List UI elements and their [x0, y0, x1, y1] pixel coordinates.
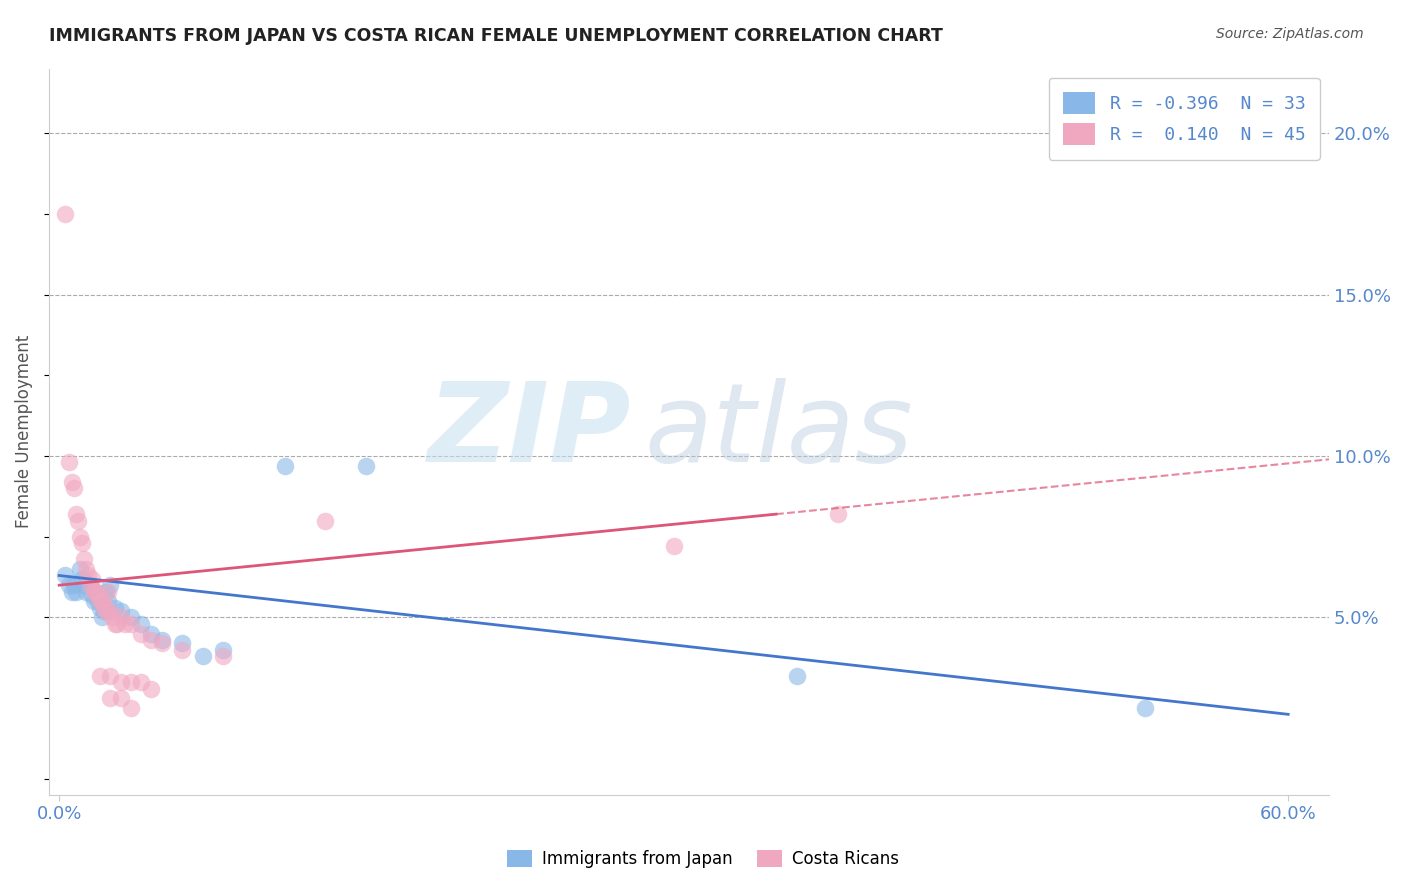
Point: [83, 584, 105, 599]
Point: [83, 594, 105, 608]
Point: [79, 578, 101, 592]
Point: [66, 514, 89, 528]
Point: [786, 668, 808, 682]
Point: [60, 584, 83, 599]
Point: [314, 514, 336, 528]
Point: [212, 642, 235, 657]
Point: [273, 458, 295, 473]
Text: ZIP: ZIP: [427, 378, 631, 485]
Legend: Immigrants from Japan, Costa Ricans: Immigrants from Japan, Costa Ricans: [501, 843, 905, 875]
Point: [69, 562, 91, 576]
Point: [110, 675, 132, 690]
Point: [91, 610, 114, 624]
Point: [84, 584, 107, 599]
Point: [141, 626, 163, 640]
Point: [65, 507, 87, 521]
Text: IMMIGRANTS FROM JAPAN VS COSTA RICAN FEMALE UNEMPLOYMENT CORRELATION CHART: IMMIGRANTS FROM JAPAN VS COSTA RICAN FEM…: [49, 27, 943, 45]
Point: [141, 681, 163, 696]
Point: [114, 616, 136, 631]
Text: Source: ZipAtlas.com: Source: ZipAtlas.com: [1216, 27, 1364, 41]
Point: [110, 610, 132, 624]
Point: [101, 610, 124, 624]
Point: [172, 636, 194, 650]
Point: [662, 540, 685, 554]
Point: [150, 633, 173, 648]
Point: [91, 594, 114, 608]
Point: [120, 616, 142, 631]
Point: [129, 675, 152, 690]
Point: [62, 481, 84, 495]
Point: [73, 578, 96, 592]
Point: [87, 594, 110, 608]
Point: [75, 562, 97, 576]
Point: [58, 578, 80, 592]
Point: [89, 668, 111, 682]
Point: [110, 604, 132, 618]
Point: [87, 588, 110, 602]
Point: [150, 636, 173, 650]
Point: [58, 455, 80, 469]
Point: [65, 584, 87, 599]
Point: [100, 668, 122, 682]
Point: [100, 578, 122, 592]
Point: [356, 458, 378, 473]
Point: [69, 530, 91, 544]
Point: [93, 600, 115, 615]
Point: [70, 572, 93, 586]
Point: [129, 626, 152, 640]
Point: [53, 207, 76, 221]
Point: [84, 584, 107, 599]
Point: [89, 600, 111, 615]
Text: atlas: atlas: [644, 378, 912, 485]
Point: [141, 633, 163, 648]
Point: [60, 475, 83, 489]
Point: [191, 649, 214, 664]
Point: [103, 616, 125, 631]
Point: [120, 675, 142, 690]
Point: [75, 584, 97, 599]
Point: [120, 610, 142, 624]
Point: [97, 594, 120, 608]
Point: [120, 701, 142, 715]
Point: [89, 594, 111, 608]
Point: [80, 572, 103, 586]
Point: [79, 578, 101, 592]
Y-axis label: Female Unemployment: Female Unemployment: [15, 335, 32, 528]
Point: [73, 552, 96, 566]
Point: [129, 616, 152, 631]
Point: [100, 604, 122, 618]
Point: [96, 604, 118, 618]
Legend: R = -0.396  N = 33, R =  0.140  N = 45: R = -0.396 N = 33, R = 0.140 N = 45: [1049, 78, 1320, 160]
Point: [172, 642, 194, 657]
Point: [70, 536, 93, 550]
Point: [1133, 701, 1156, 715]
Point: [212, 649, 235, 664]
Point: [77, 568, 100, 582]
Point: [53, 568, 76, 582]
Point: [105, 616, 128, 631]
Point: [827, 507, 849, 521]
Point: [93, 604, 115, 618]
Point: [103, 600, 125, 615]
Point: [62, 578, 84, 592]
Point: [96, 584, 118, 599]
Point: [80, 588, 103, 602]
Point: [97, 584, 120, 599]
Point: [110, 691, 132, 706]
Point: [100, 691, 122, 706]
